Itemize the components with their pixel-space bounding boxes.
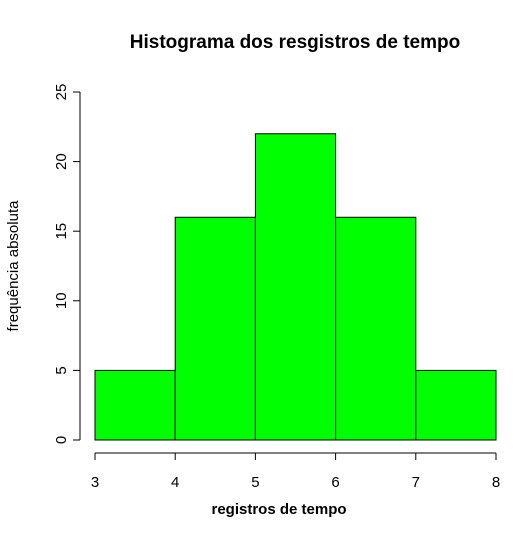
chart-title: Histograma dos resgistros de tempo bbox=[130, 32, 460, 53]
histogram-bar bbox=[415, 369, 497, 441]
y-tick-label: 15 bbox=[53, 223, 70, 240]
x-tick-label: 3 bbox=[91, 474, 99, 491]
histogram-bar bbox=[94, 369, 176, 441]
x-tick-label: 7 bbox=[412, 474, 420, 491]
histogram-bar bbox=[254, 133, 337, 441]
histogram-bar bbox=[174, 216, 256, 441]
x-tick-label: 6 bbox=[331, 474, 339, 491]
y-axis: 0 5 10 15 20 25 bbox=[53, 84, 81, 444]
y-tick-label: 10 bbox=[53, 292, 70, 309]
histogram-bar bbox=[335, 216, 417, 441]
x-tick-label: 4 bbox=[171, 474, 179, 491]
x-tick-label: 5 bbox=[251, 474, 259, 491]
x-tick-label: 8 bbox=[492, 474, 500, 491]
y-tick-label: 20 bbox=[53, 153, 70, 170]
y-tick-label: 25 bbox=[53, 84, 70, 101]
y-axis-label: frequência absoluta bbox=[5, 200, 22, 332]
x-axis: 3 4 5 6 7 8 bbox=[91, 452, 500, 491]
x-axis-label: registros de tempo bbox=[211, 501, 346, 518]
histogram-bars bbox=[94, 133, 497, 441]
y-tick-label: 0 bbox=[53, 436, 70, 444]
y-tick-label: 5 bbox=[53, 366, 70, 374]
